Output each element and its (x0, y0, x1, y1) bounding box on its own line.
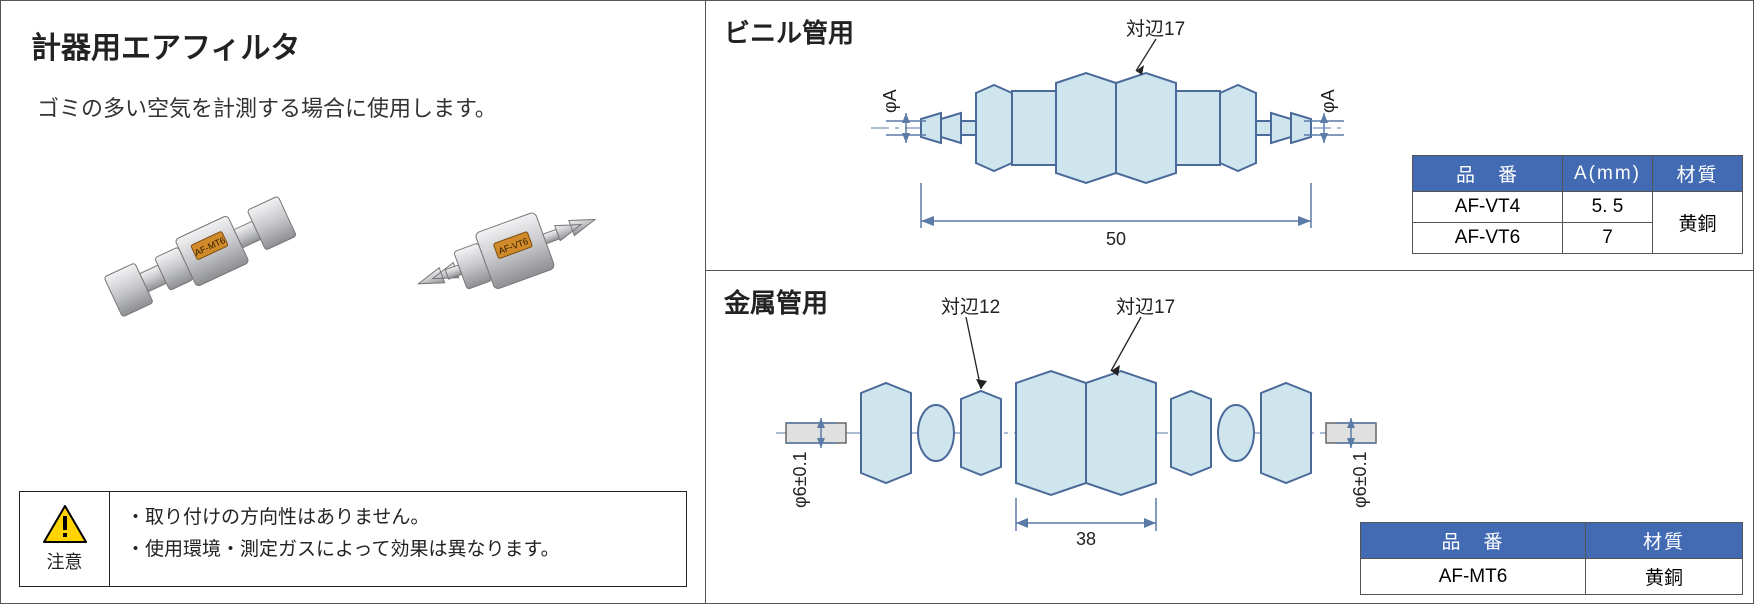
right-panel: ビニル管用 (706, 1, 1753, 603)
product-photos: AF-MT6 (31, 163, 675, 343)
th-mat: 材質 (1653, 156, 1743, 192)
table-row: AF-VT4 5. 5 黄銅 (1413, 192, 1743, 223)
metal-diagram: 対辺12 対辺17 φ6±0.1 φ6±0.1 (766, 283, 1386, 573)
callout-12: 対辺12 (941, 296, 1000, 318)
caution-text: ・取り付けの方向性はありません。 ・使用環境・測定ガスによって効果は異なります。 (110, 492, 686, 586)
th-mat2: 材質 (1586, 523, 1743, 559)
length-38: 38 (1076, 529, 1096, 549)
metal-section: 金属管用 対辺12 (706, 271, 1753, 603)
product-photo-mt6: AF-MT6 (83, 163, 323, 343)
phi-a-right: φA (1318, 89, 1338, 113)
description: ゴミの多い空気を計測する場合に使用します。 (37, 91, 675, 123)
vinyl-section: ビニル管用 (706, 1, 1753, 271)
caution-label: 注意 (47, 548, 83, 574)
caution-box: 注意 ・取り付けの方向性はありません。 ・使用環境・測定ガスによって効果は異なり… (19, 491, 687, 587)
callout-17: 対辺17 (1126, 18, 1185, 40)
phi6-left: φ6±0.1 (790, 451, 810, 508)
vinyl-diagram: 対辺17 φA φA (826, 13, 1386, 263)
th-pn: 品 番 (1413, 156, 1563, 192)
metal-spec-table: 品 番 材質 AF-MT6 黄銅 (1360, 522, 1743, 595)
table-row: AF-MT6 黄銅 (1361, 559, 1743, 595)
callout-17b: 対辺17 (1116, 296, 1175, 318)
th-a: A(mm) (1563, 156, 1653, 192)
vinyl-spec-table: 品 番 A(mm) 材質 AF-VT4 5. 5 黄銅 AF-VT6 7 (1412, 155, 1743, 254)
warning-icon (42, 504, 88, 544)
main-title: 計器用エアフィルタ (31, 23, 675, 67)
phi6-right: φ6±0.1 (1350, 451, 1370, 508)
caution-icon-cell: 注意 (20, 492, 110, 586)
page: 計器用エアフィルタ ゴミの多い空気を計測する場合に使用します。 (0, 0, 1754, 604)
left-panel: 計器用エアフィルタ ゴミの多い空気を計測する場合に使用します。 (1, 1, 706, 603)
product-photo-vt6: AF-VT6 (383, 163, 623, 343)
th-pn2: 品 番 (1361, 523, 1586, 559)
length-50: 50 (1106, 229, 1126, 249)
caution-line: ・使用環境・測定ガスによって効果は異なります。 (126, 534, 670, 566)
phi-a-left: φA (880, 89, 900, 113)
caution-line: ・取り付けの方向性はありません。 (126, 502, 670, 534)
